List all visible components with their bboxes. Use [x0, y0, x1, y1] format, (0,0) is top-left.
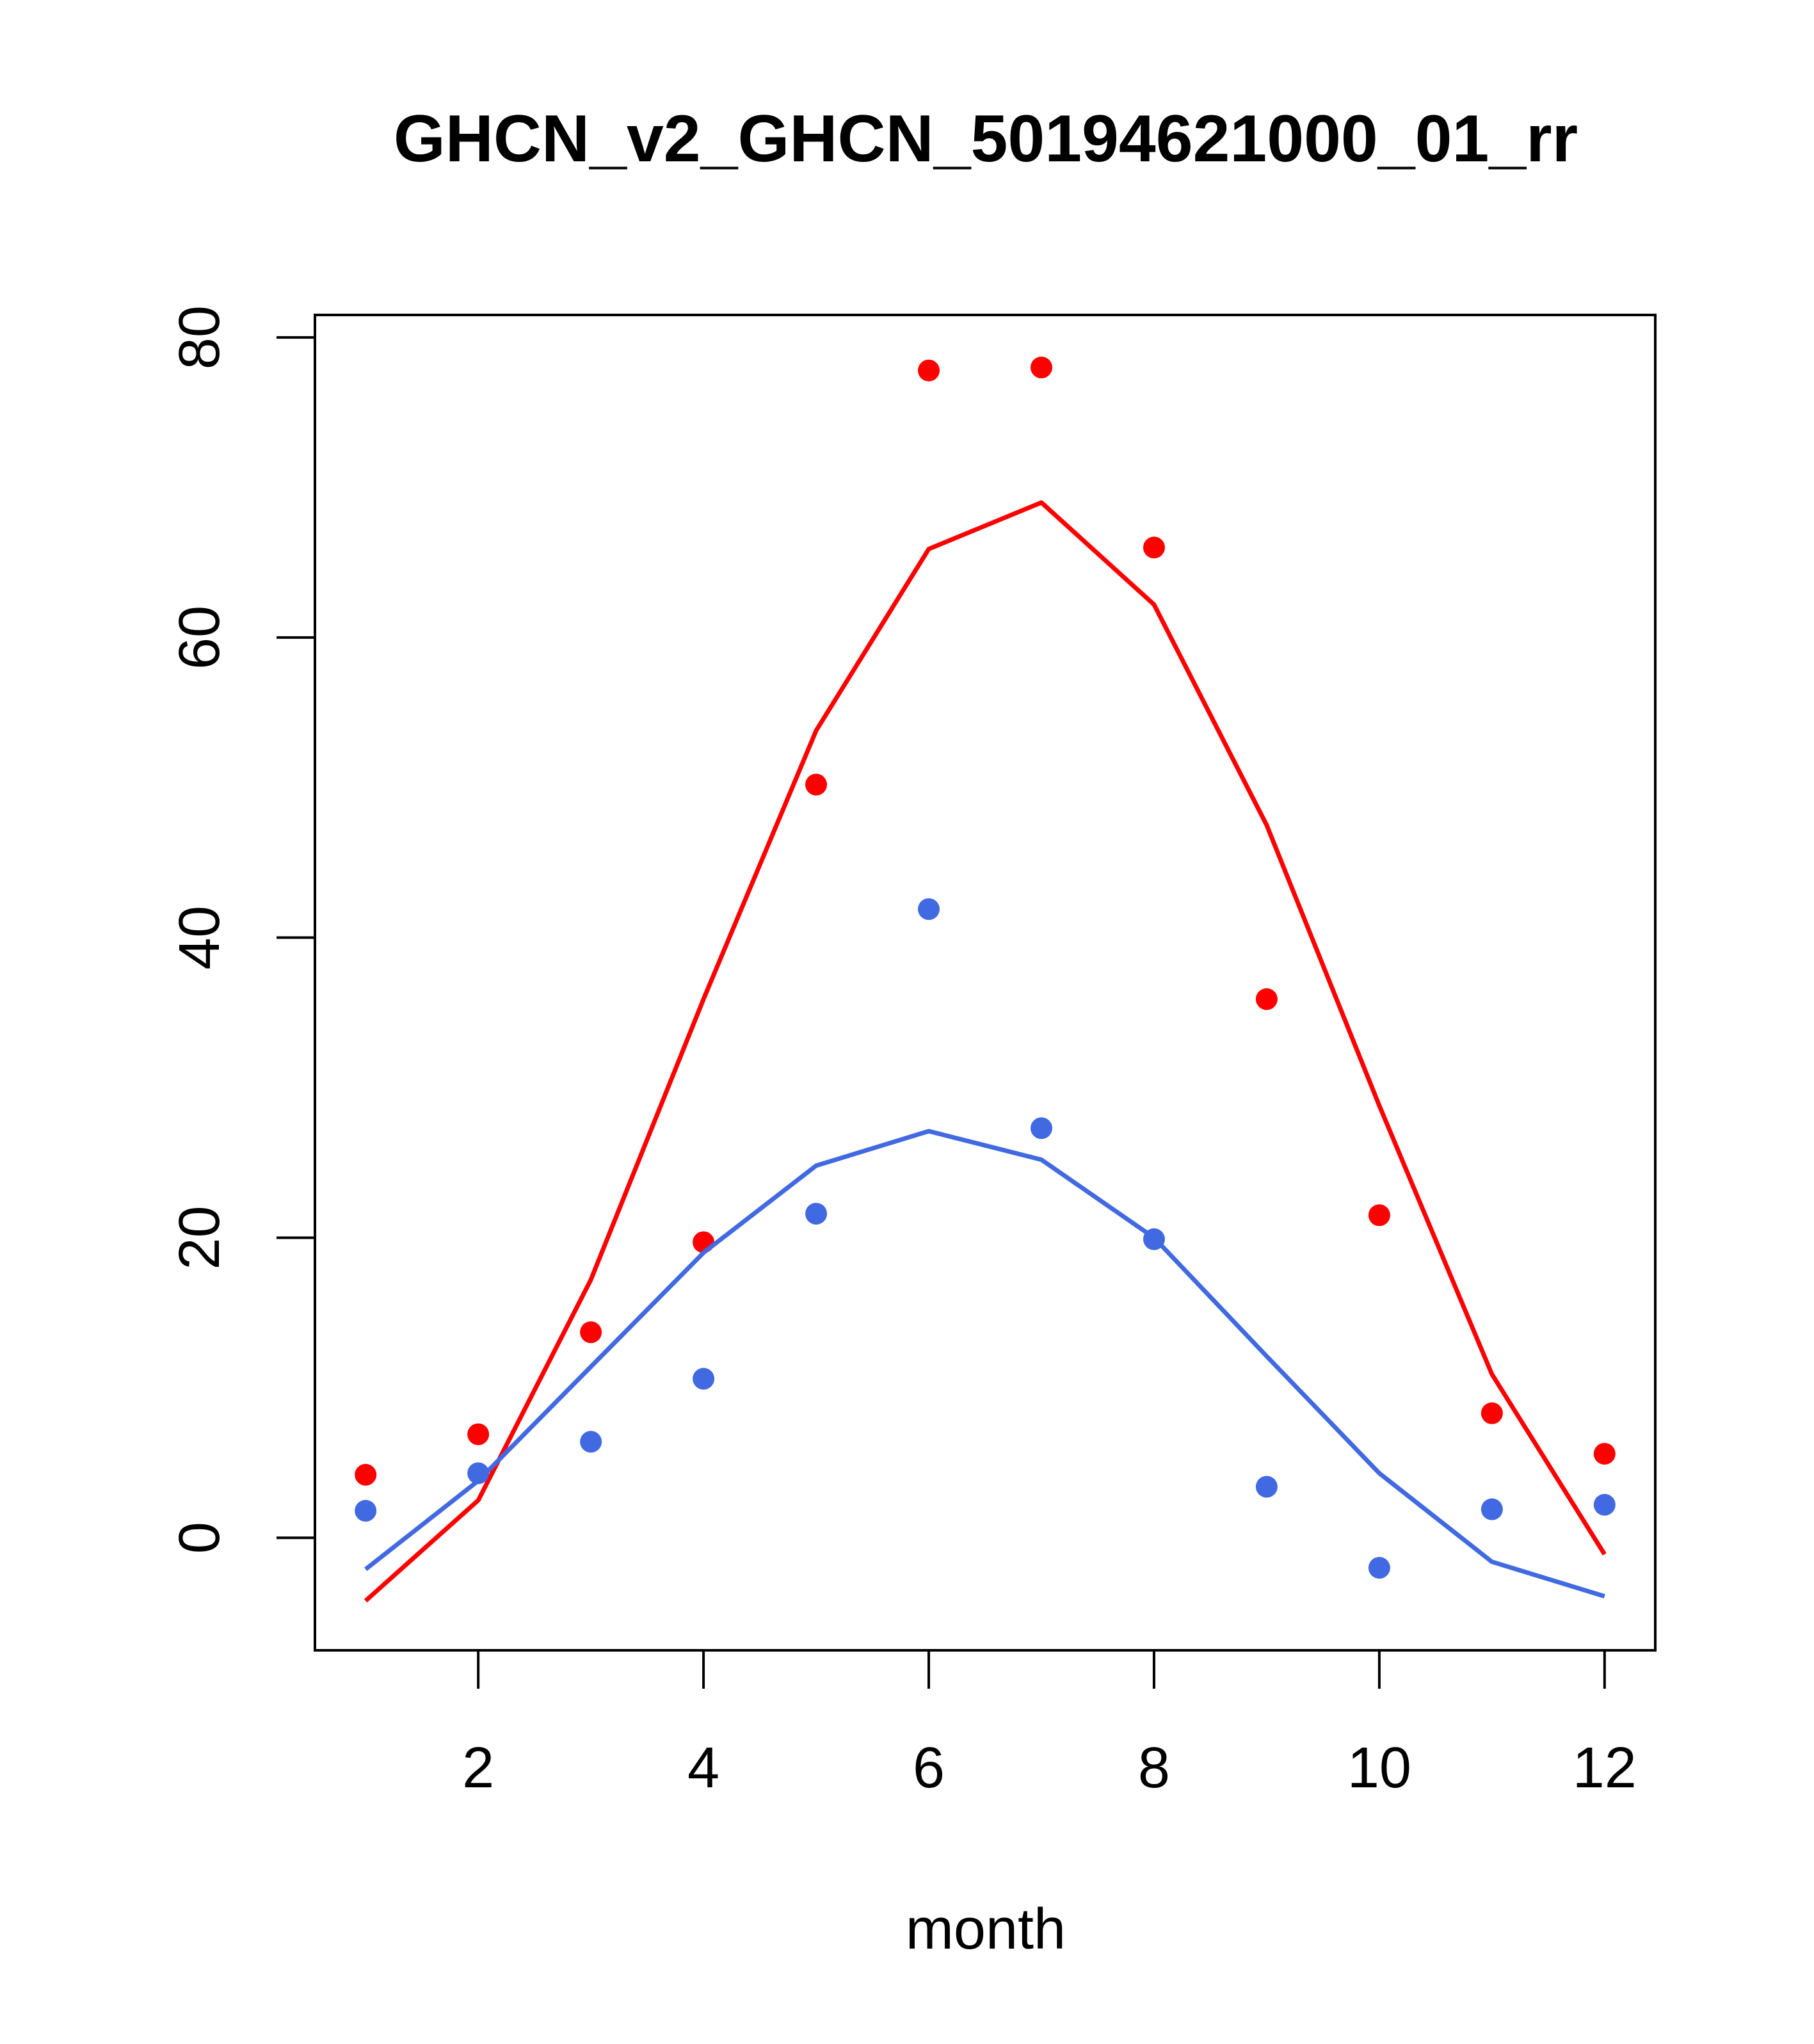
series-1-point — [918, 359, 940, 382]
series-2-point — [693, 1367, 715, 1390]
series-1-point — [693, 1231, 715, 1253]
series-1-point — [580, 1321, 602, 1344]
y-tick-label: 40 — [168, 906, 232, 970]
series-1-point — [467, 1423, 490, 1445]
series-2-line — [364, 1129, 1605, 1598]
series-2-point — [1368, 1557, 1390, 1579]
series-1-point — [1255, 988, 1278, 1010]
y-tick-label: 0 — [168, 1522, 232, 1554]
series-2-point — [1255, 1476, 1278, 1498]
x-tick-label: 10 — [1347, 1736, 1411, 1800]
x-axis-label: month — [906, 1897, 1066, 1961]
x-tick-label: 12 — [1573, 1736, 1637, 1800]
series-layer — [355, 357, 1616, 1603]
x-tick-label: 8 — [1138, 1736, 1170, 1800]
series-2-point — [1481, 1498, 1503, 1520]
series-1-point — [1030, 357, 1052, 379]
series-2-point — [355, 1500, 377, 1522]
chart-title: GHCN_v2_GHCN_50194621000_01_rr — [394, 102, 1578, 176]
series-1-point — [805, 773, 828, 796]
x-tick-label: 4 — [687, 1736, 719, 1800]
x-axis: 2 4 6 8 10 12 — [462, 1649, 1637, 1800]
x-tick-label: 2 — [462, 1736, 494, 1800]
series-1-line — [364, 500, 1607, 1603]
series-1-point — [355, 1463, 377, 1486]
x-tick-label: 6 — [913, 1736, 945, 1800]
series-2-point — [467, 1462, 490, 1485]
series-1-point — [1143, 536, 1165, 559]
y-tick-label: 80 — [168, 305, 232, 369]
y-tick-label: 20 — [168, 1205, 232, 1269]
y-tick-label: 60 — [168, 606, 232, 670]
series-2-point — [805, 1202, 828, 1225]
series-2-point — [1593, 1493, 1616, 1516]
series-1-point — [1368, 1204, 1390, 1227]
series-1-point — [1593, 1442, 1616, 1465]
y-axis: 0 20 40 60 80 — [168, 305, 316, 1554]
series-2-point — [1030, 1117, 1052, 1139]
series-2-point — [1143, 1228, 1165, 1250]
series-2-point — [918, 898, 940, 921]
series-1-point — [1481, 1402, 1503, 1424]
series-2-point — [580, 1431, 602, 1453]
